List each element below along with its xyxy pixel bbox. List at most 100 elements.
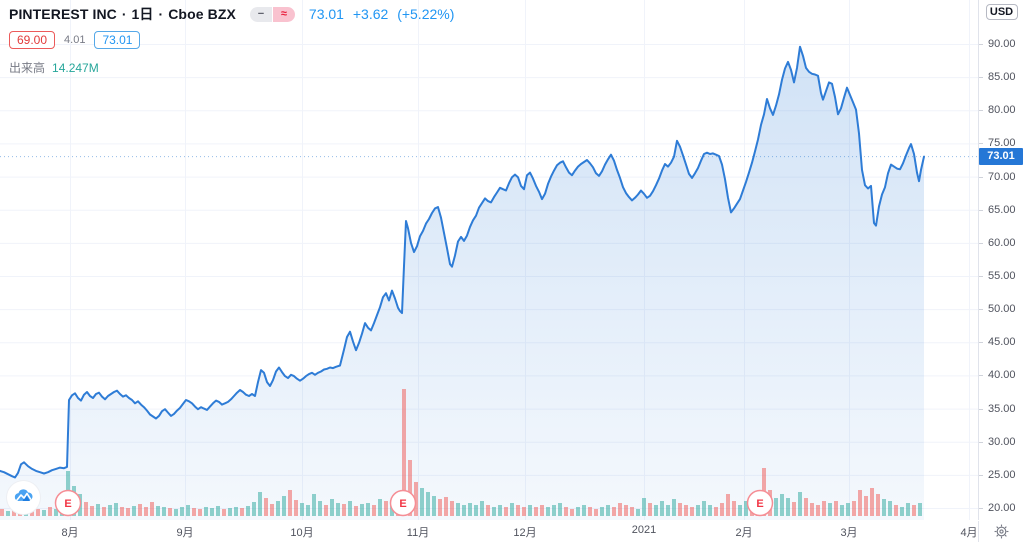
volume-bar bbox=[426, 492, 430, 516]
price-tick-label: 50.00 bbox=[988, 303, 1016, 316]
volume-bar bbox=[54, 509, 58, 516]
volume-bar bbox=[288, 490, 292, 516]
price-tick-mark bbox=[979, 309, 983, 311]
symbol-name[interactable]: PINTEREST INC bbox=[9, 6, 117, 22]
earnings-marker[interactable] bbox=[389, 489, 417, 517]
volume-bar bbox=[468, 503, 472, 516]
volume-bar bbox=[144, 507, 148, 516]
volume-bar bbox=[126, 508, 130, 516]
price-axis[interactable]: USD 90.00 85.00 80.00 75.00 70.00 65.00 60.00 5… bbox=[979, 0, 1024, 520]
volume-bar bbox=[354, 506, 358, 516]
time-tick-label: 12月 bbox=[513, 527, 537, 539]
volume-bar bbox=[12, 510, 16, 516]
time-tick-label: 3月 bbox=[840, 527, 858, 539]
volume-bar bbox=[246, 506, 250, 516]
volume-bar bbox=[678, 503, 682, 516]
volume-bar bbox=[858, 490, 862, 516]
volume-bar bbox=[900, 507, 904, 516]
volume-bar bbox=[318, 501, 322, 516]
volume-bar bbox=[486, 505, 490, 516]
volume-bar bbox=[666, 505, 670, 516]
volume-bar bbox=[294, 500, 298, 516]
landscape-logo-icon bbox=[14, 489, 33, 501]
time-tick-label: 2021 bbox=[631, 524, 657, 536]
volume-bar bbox=[480, 501, 484, 516]
volume-bar bbox=[738, 505, 742, 516]
price-tick-mark bbox=[979, 110, 983, 112]
last-price-axis-label: 73.01 bbox=[979, 148, 1023, 166]
settings-button[interactable] bbox=[994, 524, 1009, 539]
volume-bar bbox=[828, 503, 832, 516]
volume-bar bbox=[84, 502, 88, 516]
price-change-percent: (+5.22%) bbox=[397, 6, 455, 22]
axis-corner bbox=[979, 521, 1024, 542]
price-tick-label: 40.00 bbox=[988, 369, 1016, 382]
volume-bar bbox=[660, 501, 664, 516]
volume-bar bbox=[528, 505, 532, 516]
time-tick-label: 8月 bbox=[61, 527, 79, 539]
volume-bar bbox=[822, 501, 826, 516]
market-closed-icon[interactable]: − bbox=[249, 6, 272, 22]
volume-bar bbox=[792, 502, 796, 516]
volume-label[interactable]: 出来高 bbox=[9, 61, 46, 75]
price-tick-mark bbox=[979, 209, 983, 211]
volume-bar bbox=[366, 503, 370, 516]
volume-bar bbox=[540, 505, 544, 516]
price-range-row: 69.00 4.01 73.01 bbox=[9, 30, 459, 50]
volume-bar bbox=[270, 504, 274, 516]
volume-bar bbox=[498, 505, 502, 516]
volume-bar bbox=[558, 503, 562, 516]
volume-bar bbox=[582, 505, 586, 516]
volume-bar bbox=[30, 511, 34, 516]
volume-bar bbox=[642, 498, 646, 516]
volume-bar bbox=[180, 507, 184, 516]
volume-bar bbox=[576, 507, 580, 516]
price-tick-label: 20.00 bbox=[988, 502, 1016, 514]
volume-bar bbox=[852, 501, 856, 516]
exchange-label[interactable]: Cboe BZX bbox=[168, 6, 236, 22]
price-tick-label: 75.00 bbox=[988, 137, 1016, 150]
title-separator: · bbox=[121, 6, 127, 22]
time-axis[interactable]: 8月 9月 10月 11月 12月 2021 2月 3月 4月 bbox=[0, 521, 979, 542]
volume-bar bbox=[702, 501, 706, 516]
volume-bar bbox=[174, 509, 178, 516]
volume-bar bbox=[120, 507, 124, 516]
earnings-marker-label: E bbox=[399, 498, 406, 510]
volume-bar bbox=[108, 505, 112, 516]
time-tick-label: 10月 bbox=[290, 527, 314, 539]
delayed-data-icon[interactable]: ≈ bbox=[272, 6, 295, 22]
tradingview-logo[interactable] bbox=[7, 481, 40, 514]
volume-bar bbox=[456, 503, 460, 516]
volume-bar bbox=[726, 494, 730, 516]
market-status-pills[interactable]: − ≈ bbox=[249, 6, 295, 22]
volume-bar bbox=[594, 509, 598, 516]
usd-currency-button[interactable]: USD bbox=[985, 4, 1018, 20]
volume-bar bbox=[336, 503, 340, 516]
volume-bar bbox=[624, 505, 628, 516]
price-tick-mark bbox=[979, 375, 983, 377]
volume-bar bbox=[414, 482, 418, 516]
volume-bar bbox=[258, 492, 262, 516]
price-tick-label: 45.00 bbox=[988, 336, 1016, 349]
volume-bar bbox=[240, 508, 244, 516]
volume-bar bbox=[846, 503, 850, 516]
volume-bar bbox=[618, 503, 622, 516]
volume-bar bbox=[210, 508, 214, 516]
interval-label[interactable]: 1日 bbox=[131, 6, 154, 22]
volume-bar bbox=[42, 510, 46, 516]
gear-icon bbox=[994, 524, 1009, 539]
volume-bar bbox=[222, 509, 226, 516]
volume-bar bbox=[300, 503, 304, 516]
price-tick-label: 90.00 bbox=[988, 38, 1016, 50]
volume-bar bbox=[384, 501, 388, 516]
volume-bar bbox=[306, 505, 310, 516]
volume-bar bbox=[804, 498, 808, 516]
volume-bar bbox=[552, 505, 556, 516]
earnings-marker[interactable] bbox=[746, 489, 774, 517]
volume-bar bbox=[870, 488, 874, 516]
volume-bar bbox=[450, 501, 454, 516]
volume-bar bbox=[816, 505, 820, 516]
earnings-marker[interactable] bbox=[54, 489, 82, 517]
